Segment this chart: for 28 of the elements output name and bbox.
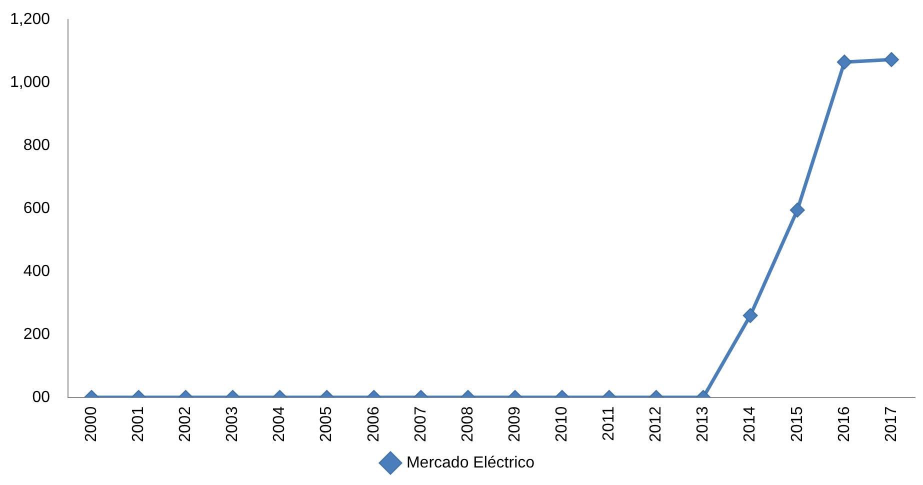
x-tick-label: 2005	[318, 406, 336, 442]
x-tick-label: 2000	[82, 406, 100, 442]
point	[836, 54, 852, 70]
x-tick-label: 2001	[130, 406, 148, 442]
x-tick-label: 2009	[506, 406, 524, 442]
x-tick-label: 2004	[271, 406, 288, 442]
x-tick-label: 2008	[459, 406, 476, 442]
x-tick-label: 2015	[788, 406, 806, 442]
x-tick-label: 2006	[365, 406, 382, 442]
y-tick-label: 800	[23, 136, 50, 154]
y-tick-label: 200	[23, 326, 50, 343]
x-tick-label: 2003	[224, 406, 242, 442]
x-tick-label: 2002	[177, 406, 194, 442]
x-tick-label: 2007	[412, 406, 430, 442]
x-tick-label: 2014	[742, 406, 759, 442]
x-tick-label: 2010	[554, 406, 571, 442]
x-tick-label: 2017	[882, 406, 900, 442]
y-tick-label: 1,000	[10, 74, 50, 91]
x-tick-label: 2013	[694, 406, 712, 442]
x-tick-label: 2016	[836, 406, 853, 442]
y-tick-label: 400	[23, 262, 50, 280]
x-tick-label: 2012	[648, 406, 665, 442]
y-tick-label: 00	[32, 388, 50, 406]
y-tick-label: 1,200	[10, 11, 50, 28]
point	[884, 52, 899, 68]
y-tick-label: 600	[23, 200, 50, 217]
legend-label: Mercado Eléctrico	[406, 454, 535, 472]
x-tick-label: 2011	[600, 406, 618, 441]
